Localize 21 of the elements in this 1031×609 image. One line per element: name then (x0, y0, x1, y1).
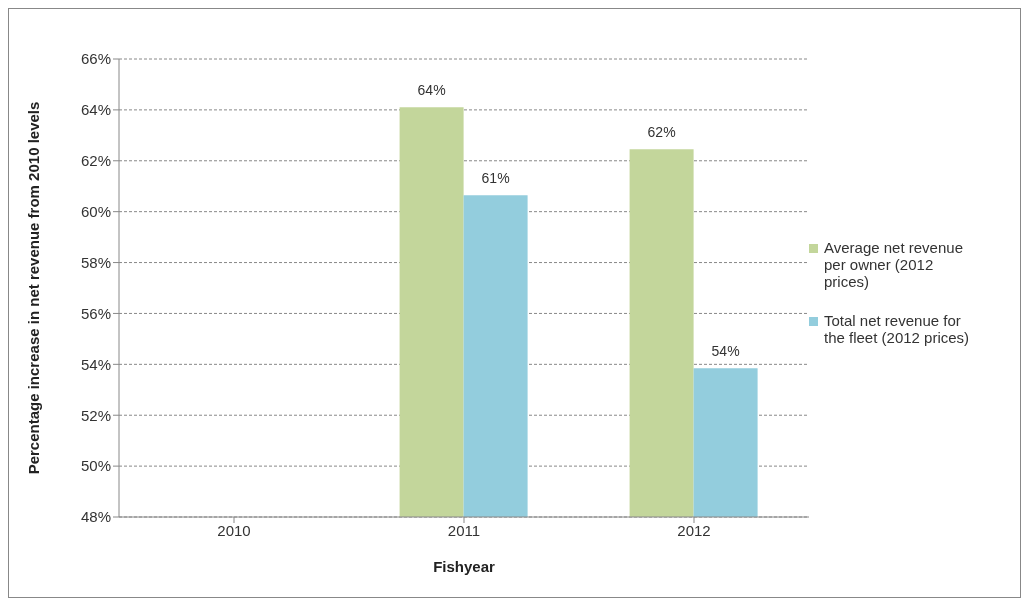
y-tick-label: 58% (80, 253, 111, 271)
data-label: 54% (711, 343, 740, 360)
x-tick-label: 2011 (447, 521, 481, 539)
y-tick-label: 64% (80, 101, 111, 119)
y-tick-label: 48% (80, 508, 111, 526)
data-label: 61% (481, 170, 510, 187)
data-label: 64% (417, 82, 446, 99)
y-tick-label: 50% (80, 457, 111, 475)
y-tick-label: 54% (80, 355, 111, 373)
x-tick-label: 2010 (217, 521, 251, 539)
x-tick-label: 2012 (677, 521, 711, 539)
data-label: 62% (647, 124, 676, 141)
y-tick-label: 56% (80, 304, 111, 322)
legend-label: Average net revenue per owner (2012 prices) (824, 238, 964, 290)
y-tick-label: 66% (80, 50, 111, 68)
x-axis-title: Fishyear (433, 558, 496, 575)
y-axis-title: Percentage increase in net revenue from 2010 levels (25, 101, 43, 475)
y-tick-label: 52% (80, 406, 111, 424)
y-tick-label: 60% (80, 202, 111, 220)
y-tick-label: 62% (80, 152, 111, 170)
legend-label: Total net revenue for the fleet (2012 prices) (824, 311, 971, 346)
